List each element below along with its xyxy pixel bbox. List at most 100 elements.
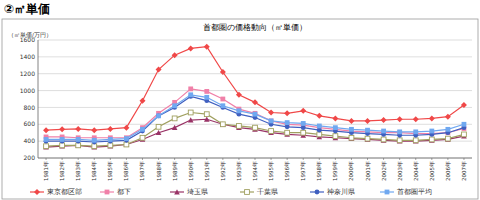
marker [92, 138, 97, 143]
marker [285, 120, 290, 125]
marker [269, 129, 274, 134]
series-line [46, 47, 464, 130]
x-tick-label: 1997年 [300, 161, 306, 181]
marker [462, 122, 467, 127]
x-tick-label: 2006年 [445, 161, 451, 181]
x-tick [110, 158, 111, 160]
marker [445, 114, 451, 120]
marker [188, 110, 193, 115]
legend-label: 都下 [117, 188, 131, 196]
marker [156, 113, 161, 118]
marker [365, 136, 370, 141]
marker [285, 124, 290, 129]
x-tick [126, 158, 127, 160]
grid-line [38, 90, 472, 91]
y-tick-label: 200 [24, 154, 36, 161]
legend-marker [245, 190, 250, 195]
x-tick-label: 2002年 [381, 161, 387, 181]
x-tick [447, 158, 448, 160]
grid-line [38, 124, 472, 125]
marker [365, 137, 371, 142]
marker [172, 52, 178, 58]
x-tick [287, 158, 288, 160]
marker [60, 143, 65, 148]
marker [237, 108, 242, 113]
x-tick [255, 158, 256, 160]
y-tick-label: 800 [24, 104, 36, 111]
grid-line [38, 107, 472, 108]
marker [220, 121, 226, 126]
grid-line [38, 56, 472, 57]
x-tick [206, 158, 207, 160]
marker [107, 126, 113, 132]
chart: ②㎡単価首都圏の価格動向（㎡単価）（㎡単価/万円）200400600800100… [0, 0, 480, 200]
marker [461, 102, 467, 108]
marker [220, 103, 225, 108]
marker [316, 113, 322, 119]
marker [220, 69, 226, 75]
marker [220, 122, 225, 127]
x-tick [158, 158, 159, 160]
marker [269, 119, 274, 124]
marker [156, 113, 161, 118]
marker [268, 109, 274, 115]
marker [253, 112, 258, 117]
x-tick-label: 1989年 [172, 161, 178, 181]
x-tick-label: 2004年 [413, 161, 419, 181]
legend-marker [174, 189, 180, 194]
legend-label: 千葉県 [257, 188, 278, 196]
marker [59, 126, 65, 132]
marker [188, 45, 194, 51]
legend-label: 神奈川県 [327, 188, 355, 196]
x-tick [222, 158, 223, 160]
marker [301, 130, 306, 135]
legend-label: 首都圏平均 [397, 188, 432, 196]
x-tick-label: 1999年 [332, 161, 338, 181]
marker [108, 143, 114, 148]
x-tick [190, 158, 191, 160]
marker [43, 127, 49, 133]
marker [285, 130, 290, 135]
x-tick [399, 158, 400, 160]
legend-label: 東京都区部 [47, 188, 82, 196]
x-tick [319, 158, 320, 160]
marker [429, 115, 435, 121]
x-tick-label: 1998年 [316, 161, 322, 181]
x-tick [303, 158, 304, 160]
marker [413, 116, 419, 122]
marker [397, 138, 402, 143]
marker [108, 143, 113, 148]
x-tick-label: 1996年 [284, 161, 290, 181]
marker [91, 144, 97, 149]
marker [124, 135, 129, 140]
x-tick-label: 2000年 [348, 161, 354, 181]
marker [397, 129, 402, 134]
marker [236, 92, 242, 98]
legend-marker [34, 189, 40, 195]
x-tick [351, 158, 352, 160]
x-tick-label: 1986年 [123, 161, 129, 181]
marker [349, 135, 354, 140]
marker [333, 125, 338, 130]
x-tick-label: 1994年 [252, 161, 258, 181]
x-tick-label: 2005年 [429, 161, 435, 181]
marker [44, 137, 49, 142]
plot-area [43, 44, 467, 150]
marker [462, 132, 467, 137]
marker [332, 115, 338, 121]
x-tick-label: 1982年 [59, 161, 65, 181]
marker [301, 121, 306, 126]
x-tick [174, 158, 175, 160]
marker [76, 143, 81, 148]
marker [269, 119, 274, 124]
marker [220, 97, 225, 102]
series-line [46, 96, 464, 142]
marker [349, 136, 355, 141]
marker [188, 117, 194, 122]
x-tick-label: 1991年 [204, 161, 210, 181]
marker [301, 125, 306, 130]
x-tick [431, 158, 432, 160]
y-tick-label: 1400 [20, 53, 35, 60]
x-tick [335, 158, 336, 160]
marker [59, 143, 65, 148]
